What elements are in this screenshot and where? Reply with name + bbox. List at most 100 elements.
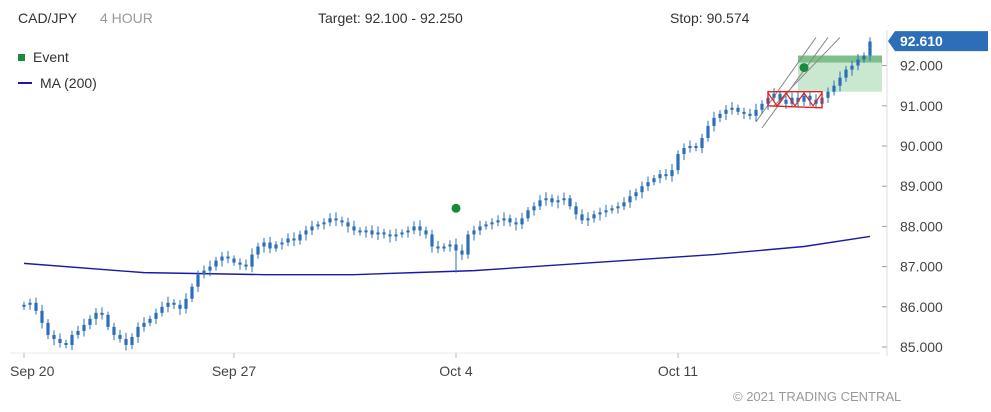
candle-body [472, 230, 476, 235]
candle-body [178, 304, 182, 309]
candle-body [724, 109, 728, 114]
candle-body [202, 270, 206, 275]
candle-body [370, 230, 374, 235]
candle-body [238, 262, 242, 265]
candle-body [124, 338, 128, 345]
candle-body [784, 99, 788, 104]
current-price-label: 92.610 [900, 33, 943, 49]
candle-body [232, 258, 236, 263]
candle-body [94, 312, 98, 319]
candle-body [586, 218, 590, 221]
candle-body [280, 242, 284, 245]
candle-body [292, 238, 296, 241]
candle-body [142, 322, 146, 327]
event-marker [451, 203, 461, 213]
candle-body [568, 198, 572, 207]
candle-body [538, 200, 542, 207]
candle-body [844, 69, 848, 78]
candle-body [862, 55, 866, 60]
candle-body [394, 234, 398, 237]
candle-body [244, 264, 248, 267]
ma-200-line [23, 235, 871, 276]
candle-body [64, 342, 68, 345]
candle-body [730, 107, 734, 110]
candle-body [304, 230, 308, 235]
candle-body [682, 148, 686, 155]
candle-body [652, 178, 656, 183]
candle-body [754, 109, 758, 116]
x-tick-label: Sep 20 [10, 363, 55, 379]
candle-body [808, 95, 812, 100]
candle-body [160, 306, 164, 313]
y-tick-label: 88.000 [900, 218, 943, 234]
y-tick-label: 85.000 [900, 339, 943, 355]
candle-body [70, 334, 74, 345]
candle-body [796, 97, 800, 102]
candle-body [154, 312, 158, 319]
candle-body [406, 230, 410, 233]
candle-body [526, 210, 530, 219]
candle-body [634, 192, 638, 197]
candle-body [88, 318, 92, 325]
candle-body [646, 182, 650, 187]
candle-body [622, 202, 626, 207]
candle-body [520, 218, 524, 225]
candle-body [748, 113, 752, 116]
y-tick-label: 92.000 [900, 58, 943, 74]
flag-pattern [767, 91, 823, 109]
candle-body [322, 222, 326, 225]
candle-body [418, 226, 422, 231]
candle-body [676, 154, 680, 171]
candle-body [130, 336, 134, 345]
candle-body [772, 93, 776, 98]
candle-body [76, 330, 80, 335]
candle-body [532, 206, 536, 211]
candle-body [46, 322, 50, 335]
candle-body [34, 302, 38, 311]
y-tick-label: 91.000 [900, 98, 943, 114]
candle-body [334, 218, 338, 221]
chart-header: CAD/JPY 4 HOUR Target: 92.100 - 92.250 S… [0, 0, 991, 38]
candle-body [604, 210, 608, 213]
candle-body [826, 91, 830, 98]
candle-body [274, 244, 278, 249]
candle-body [352, 226, 356, 231]
candle-body [490, 222, 494, 225]
candle-body [640, 186, 644, 193]
symbol-label[interactable]: CAD/JPY [18, 10, 78, 26]
candle-body [256, 246, 260, 255]
candle-body [556, 200, 560, 203]
candle-body [778, 93, 782, 100]
flag-zigzag [767, 91, 823, 107]
channel-line [755, 37, 817, 123]
candle-body [28, 302, 32, 305]
candle-body [712, 117, 716, 126]
candle-body [118, 334, 122, 339]
candle-body [694, 146, 698, 149]
candle-body [718, 113, 722, 118]
chart-legend: Event MA (200) [18, 44, 97, 96]
candle-body [562, 198, 566, 201]
candle-body [214, 260, 218, 267]
candle-body [616, 206, 620, 209]
candle-body [802, 95, 806, 102]
candle-body [430, 234, 434, 247]
candle-body [742, 111, 746, 114]
candle-body [514, 222, 518, 225]
legend-item-event: Event [18, 44, 97, 70]
candle-body [298, 234, 302, 241]
candle-body [148, 318, 152, 323]
candle-body [358, 230, 362, 233]
period-label[interactable]: 4 HOUR [100, 10, 153, 26]
candle-body [850, 65, 854, 70]
legend-event-label: Event [33, 49, 69, 65]
candle-body [868, 41, 872, 56]
candle-body [376, 232, 380, 235]
candle-body [688, 146, 692, 149]
candle-body [58, 338, 62, 343]
legend-ma-label: MA (200) [40, 75, 97, 91]
candle-body [112, 326, 116, 335]
event-marker [799, 63, 809, 73]
candle-body [226, 256, 230, 259]
candle-body [460, 250, 464, 255]
